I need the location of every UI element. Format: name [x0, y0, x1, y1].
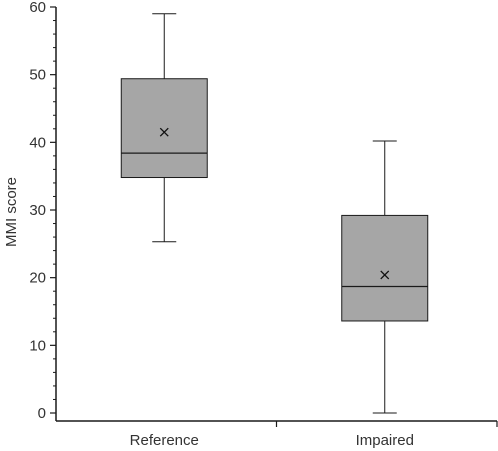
x-category-label: Impaired	[356, 432, 414, 449]
y-tick-label: 50	[29, 67, 46, 84]
y-tick-label: 30	[29, 202, 46, 219]
y-tick-label: 10	[29, 337, 46, 354]
y-tick-label: 20	[29, 270, 46, 287]
plot-area: 0 10 20 30 40 50 60 Reference Impaired	[29, 0, 498, 449]
mean-marker	[380, 270, 390, 280]
iqr-box	[341, 214, 429, 322]
y-axis-title: MMI score	[3, 177, 20, 247]
mean-marker	[159, 127, 169, 137]
x-category-label: Reference	[130, 432, 199, 449]
y-tick-label: 0	[38, 405, 46, 422]
iqr-box	[120, 78, 208, 179]
y-tick-label: 40	[29, 134, 46, 151]
y-tick-label: 60	[29, 0, 46, 16]
